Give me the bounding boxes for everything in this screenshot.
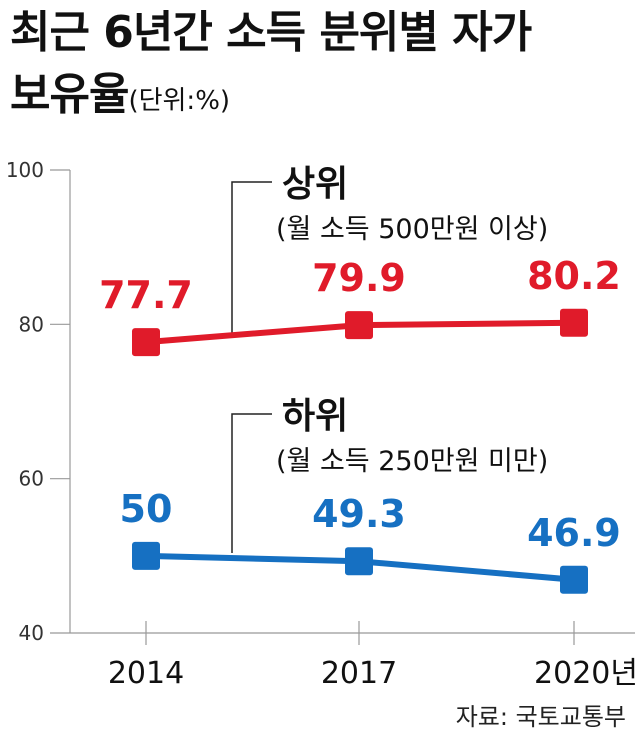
data-label: 77.7 (99, 273, 193, 317)
data-label: 50 (120, 487, 173, 531)
series-lower: 50 49.3 46.9 (120, 487, 621, 594)
x-axis-ticks: 2014 2017 2020년 (108, 621, 638, 691)
title-line-2: 보유율(단위:%) (10, 64, 531, 132)
x-tick-label: 2017 (321, 656, 397, 691)
data-label: 79.9 (312, 256, 406, 300)
series-subtitle-upper: (월 소득 500만원 이상) (276, 214, 548, 245)
series-layer: 77.7 79.9 80.2 50 49.3 46.9 (99, 254, 621, 594)
series-upper: 77.7 79.9 80.2 (99, 254, 621, 357)
unit-label: (단위:%) (128, 86, 231, 116)
data-label: 46.9 (527, 511, 621, 555)
source-note: 자료: 국토교통부 (455, 703, 626, 731)
series-name-lower: 하위 (282, 396, 348, 437)
x-tick-label: 2014 (108, 656, 184, 691)
annotation-leader-lower (231, 413, 272, 553)
series-subtitle-lower: (월 소득 250만원 미만) (276, 446, 548, 477)
data-point-marker (345, 311, 373, 340)
y-tick-label: 100 (6, 158, 44, 182)
chart-title: 최근 6년간 소득 분위별 자가 보유율(단위:%) (10, 2, 532, 132)
y-tick-label: 80 (19, 312, 44, 336)
data-label: 49.3 (312, 492, 406, 536)
y-tick-label: 40 (19, 621, 44, 645)
series-annotation-lower: 하위 (월 소득 250만원 미만) (231, 396, 548, 553)
annotation-leader-upper (231, 181, 272, 333)
x-tick-label: 2020년 (534, 656, 638, 691)
data-point-marker (560, 565, 588, 594)
series-annotation-upper: 상위 (월 소득 500만원 이상) (231, 164, 548, 333)
series-name-upper: 상위 (282, 164, 348, 205)
y-axis-ticks: 100 80 60 40 (6, 158, 70, 645)
data-point-marker (560, 308, 588, 337)
title-line-2-text: 보유율 (10, 69, 129, 120)
title-line-1: 최근 6년간 소득 분위별 자가 (10, 7, 532, 58)
data-point-marker (132, 328, 160, 357)
data-point-marker (132, 541, 160, 570)
data-point-marker (345, 547, 373, 576)
y-tick-label: 60 (19, 467, 44, 491)
data-label: 80.2 (527, 254, 621, 298)
